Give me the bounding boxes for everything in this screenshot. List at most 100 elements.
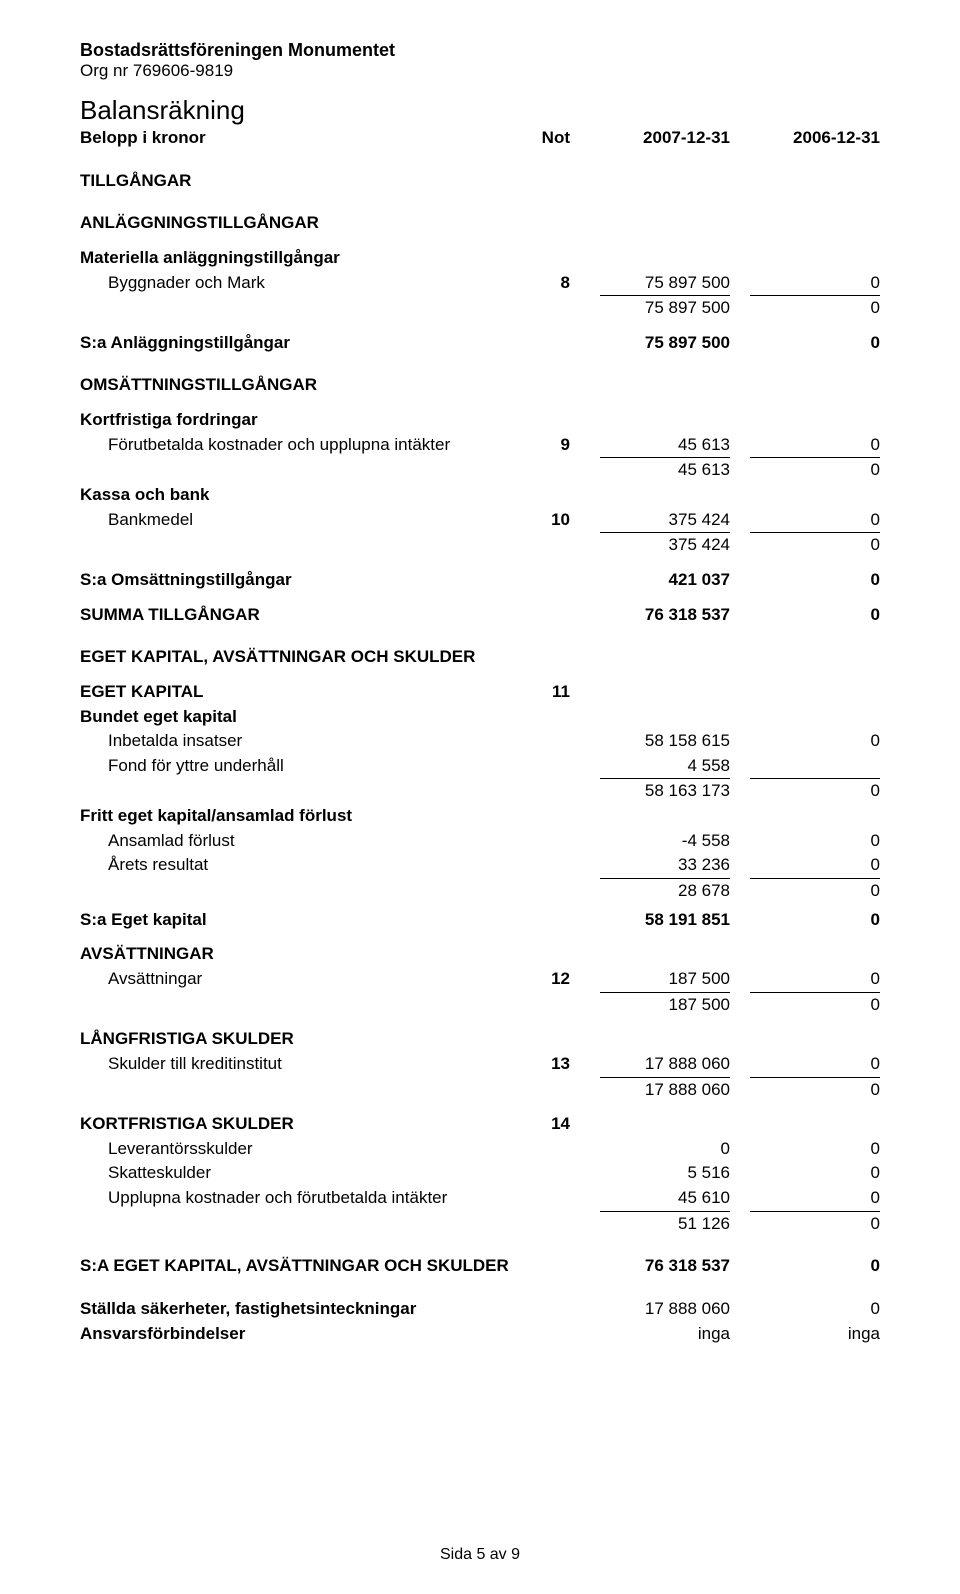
page: Bostadsrättsföreningen Monumentet Org nr… — [0, 0, 960, 1594]
sa-anl-v1: 75 897 500 — [570, 331, 730, 356]
sa-all-v1: 76 318 537 — [570, 1254, 730, 1279]
inbet-v1: 58 158 615 — [570, 729, 730, 754]
ansvar-v2: inga — [730, 1322, 880, 1347]
label-skatt: Skatteskulder — [80, 1161, 510, 1186]
sa-oms-v2: 0 — [730, 568, 880, 593]
fritt-sum1: 28 678 — [570, 879, 730, 904]
heading-kort-fordr: Kortfristiga fordringar — [80, 408, 510, 433]
avs-sum1: 187 500 — [570, 993, 730, 1018]
bank-sum1: 375 424 — [570, 533, 730, 558]
row-forut: Förutbetalda kostnader och upplupna intä… — [80, 433, 880, 459]
bygg-sum1: 75 897 500 — [570, 296, 730, 321]
fritt-sum2: 0 — [730, 879, 880, 904]
label-arets: Årets resultat — [80, 853, 510, 878]
label-summa-tillg: SUMMA TILLGÅNGAR — [80, 603, 510, 628]
bank-sum2: 0 — [730, 533, 880, 558]
sk-sum2: 0 — [730, 1078, 880, 1103]
label-stallda: Ställda säkerheter, fastighetsinteckning… — [80, 1297, 510, 1322]
note-forut: 9 — [510, 433, 570, 458]
forut-v2: 0 — [730, 433, 880, 459]
row-stallda: Ställda säkerheter, fastighetsinteckning… — [80, 1297, 880, 1322]
skatt-v1: 5 516 — [570, 1161, 730, 1186]
row-bygg: Byggnader och Mark 8 75 897 500 0 — [80, 271, 880, 297]
row-lev: Leverantörsskulder 0 0 — [80, 1137, 880, 1162]
label-fond: Fond för yttre underhåll — [80, 754, 510, 779]
bygg-v2: 0 — [730, 271, 880, 297]
row-inbet: Inbetalda insatser 58 158 615 0 — [80, 729, 880, 754]
column-header-row: Belopp i kronor Not 2007-12-31 2006-12-3… — [80, 126, 880, 151]
heading-mat-anl: Materiella anläggningstillgångar — [80, 246, 510, 271]
org-nr: Org nr 769606-9819 — [80, 61, 880, 81]
section-ek-avs-sk: EGET KAPITAL, AVSÄTTNINGAR OCH SKULDER — [80, 645, 680, 670]
arets-v2: 0 — [730, 853, 880, 879]
forut-sum1: 45 613 — [570, 458, 730, 483]
row-bundet-sum: 58 163 173 0 — [80, 779, 880, 804]
note-sk: 13 — [510, 1052, 570, 1077]
bundet-sum1: 58 163 173 — [570, 779, 730, 804]
note-bank: 10 — [510, 508, 570, 533]
bank-v2: 0 — [730, 508, 880, 534]
note-ek: 11 — [510, 680, 570, 705]
sk-v1: 17 888 060 — [570, 1052, 730, 1078]
bundet-sum2: 0 — [730, 779, 880, 804]
row-sk: Skulder till kreditinstitut 13 17 888 06… — [80, 1052, 880, 1078]
row-fond: Fond för yttre underhåll 4 558 — [80, 754, 880, 780]
section-kort-sk: KORTFRISTIGA SKULDER — [80, 1112, 510, 1137]
ansvar-v1: inga — [570, 1322, 730, 1347]
row-summa-tillg: SUMMA TILLGÅNGAR 76 318 537 0 — [80, 603, 880, 628]
forut-v1: 45 613 — [570, 433, 730, 459]
avs-v2: 0 — [730, 967, 880, 993]
uppl-v2: 0 — [730, 1186, 880, 1212]
heading-bundet: Bundet eget kapital — [80, 705, 510, 730]
uppl-v1: 45 610 — [570, 1186, 730, 1212]
label-sa-anl: S:a Anläggningstillgångar — [80, 331, 510, 356]
lev-v1: 0 — [570, 1137, 730, 1162]
label-bygg: Byggnader och Mark — [80, 271, 510, 296]
doc-title: Balansräkning — [80, 95, 880, 126]
sk-sum1: 17 888 060 — [570, 1078, 730, 1103]
col-note: Not — [510, 126, 570, 151]
page-footer: Sida 5 av 9 — [0, 1546, 960, 1564]
label-inbet: Inbetalda insatser — [80, 729, 510, 754]
heading-fritt: Fritt eget kapital/ansamlad förlust — [80, 804, 510, 829]
kort-sum1: 51 126 — [570, 1212, 730, 1237]
bygg-v1: 75 897 500 — [570, 271, 730, 297]
row-arets: Årets resultat 33 236 0 — [80, 853, 880, 879]
label-sk: Skulder till kreditinstitut — [80, 1052, 510, 1077]
fond-v1: 4 558 — [570, 754, 730, 780]
section-tillgangar: TILLGÅNGAR — [80, 169, 510, 194]
row-ansvar: Ansvarsförbindelser inga inga — [80, 1322, 880, 1347]
label-forut: Förutbetalda kostnader och upplupna intä… — [80, 433, 510, 458]
row-avs-sum: 187 500 0 — [80, 993, 880, 1018]
org-name: Bostadsrättsföreningen Monumentet — [80, 40, 880, 61]
row-uppl: Upplupna kostnader och förutbetalda intä… — [80, 1186, 880, 1212]
col-2: 2006-12-31 — [730, 126, 880, 151]
row-skatt: Skatteskulder 5 516 0 — [80, 1161, 880, 1186]
fond-v2 — [730, 754, 880, 780]
avs-sum2: 0 — [730, 993, 880, 1018]
section-anl-tillg: ANLÄGGNINGSTILLGÅNGAR — [80, 211, 510, 236]
row-bygg-sum: 75 897 500 0 — [80, 296, 880, 321]
avs-v1: 187 500 — [570, 967, 730, 993]
label-ansvar: Ansvarsförbindelser — [80, 1322, 510, 1347]
bank-v1: 375 424 — [570, 508, 730, 534]
sk-v2: 0 — [730, 1052, 880, 1078]
sa-all-v2: 0 — [730, 1254, 880, 1279]
note-avs: 12 — [510, 967, 570, 992]
section-avs: AVSÄTTNINGAR — [80, 942, 510, 967]
label-ek: EGET KAPITAL — [80, 680, 510, 705]
col-1: 2007-12-31 — [570, 126, 730, 151]
summa-tillg-v2: 0 — [730, 603, 880, 628]
row-sa-ek: S:a Eget kapital 58 191 851 0 — [80, 908, 880, 933]
label-ansamlad: Ansamlad förlust — [80, 829, 510, 854]
label-avs: Avsättningar — [80, 967, 510, 992]
label-sa-ek: S:a Eget kapital — [80, 908, 510, 933]
note-kort: 14 — [510, 1112, 570, 1137]
section-lang-sk: LÅNGFRISTIGA SKULDER — [80, 1027, 510, 1052]
row-kort-sk: KORTFRISTIGA SKULDER 14 — [80, 1112, 880, 1137]
row-sa-anl: S:a Anläggningstillgångar 75 897 500 0 — [80, 331, 880, 356]
stallda-v2: 0 — [730, 1297, 880, 1322]
summa-tillg-v1: 76 318 537 — [570, 603, 730, 628]
label-sa-all: S:A EGET KAPITAL, AVSÄTTNINGAR OCH SKULD… — [80, 1254, 570, 1279]
row-avs: Avsättningar 12 187 500 0 — [80, 967, 880, 993]
